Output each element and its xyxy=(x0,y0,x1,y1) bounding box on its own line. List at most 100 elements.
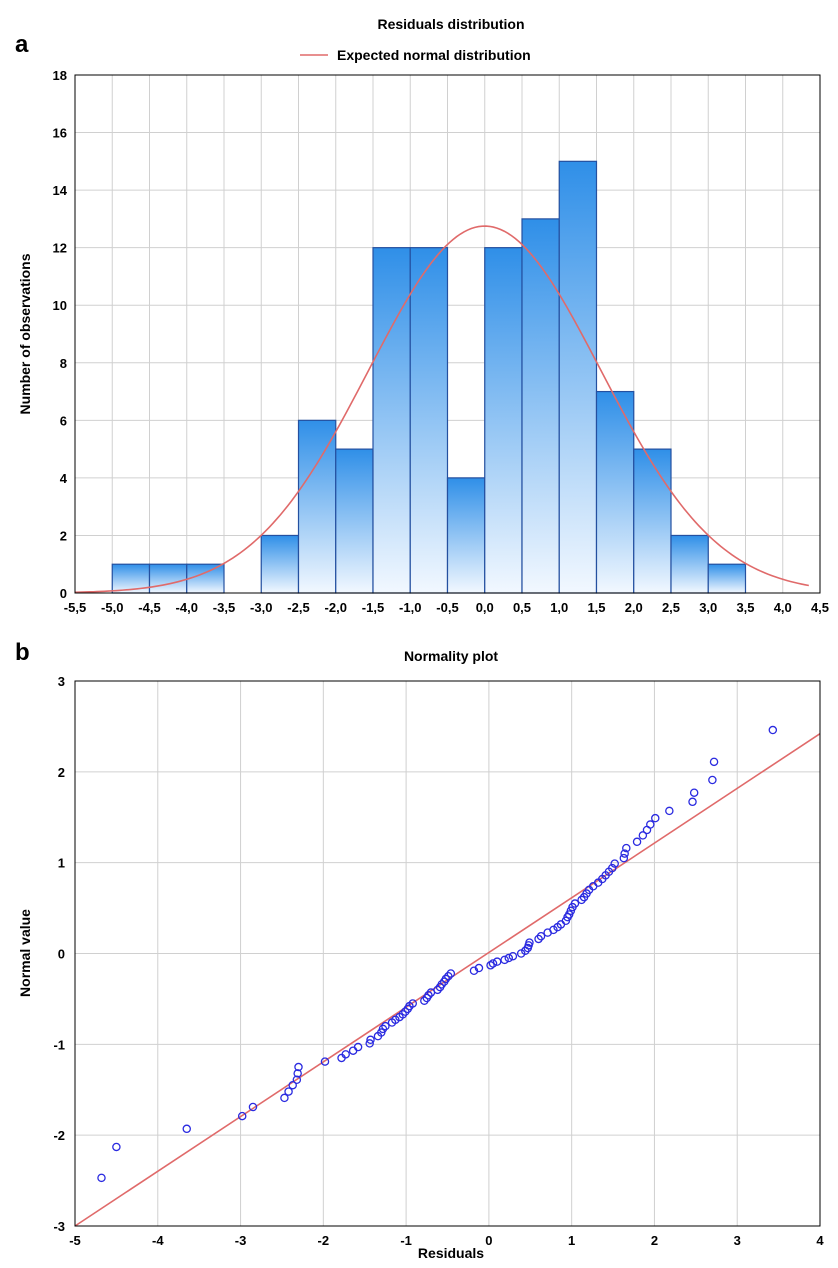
normality-x-tick-label: 0 xyxy=(485,1233,492,1248)
normality-point xyxy=(437,980,446,989)
panel-b-normality-plot: b Normality plot -3 -2 -1 0 1 2 3 -5 -4 -3 -2 -1 0 1… xyxy=(15,639,824,1261)
normality-x-axis-label: Residuals xyxy=(418,1245,484,1261)
normality-point xyxy=(288,1080,297,1090)
histogram-y-tick-label: 10 xyxy=(53,298,67,313)
normality-point xyxy=(534,934,543,944)
histogram-bar xyxy=(670,534,709,594)
histogram-y-tick-label: 6 xyxy=(60,413,67,428)
histogram-x-tick-labels: -5,5 -5,0 -4,5 -4,0 -3,5 -3,0 -2,5 -2,0 -1,5 -1,0… xyxy=(64,600,829,615)
histogram-x-tick-label: -1,0 xyxy=(399,600,421,615)
normality-x-tick-label: -1 xyxy=(400,1233,412,1248)
normality-point xyxy=(708,775,717,785)
histogram-y-tick-labels: 0 2 4 6 8 10 12 14 16 18 xyxy=(53,68,68,601)
normality-point xyxy=(446,969,456,978)
histogram-y-axis-label: Number of observations xyxy=(17,253,33,414)
histogram-bar xyxy=(633,448,672,594)
histogram-y-tick-label: 4 xyxy=(60,471,68,486)
normality-frame xyxy=(74,680,821,1227)
normality-point xyxy=(646,820,655,829)
normality-point xyxy=(293,1069,302,1078)
normality-x-tick-label: -2 xyxy=(318,1233,330,1248)
histogram-bar xyxy=(484,247,523,594)
histogram-x-tick-label: 2,0 xyxy=(625,600,643,615)
normality-point xyxy=(689,788,699,797)
histogram-y-tick-label: 2 xyxy=(60,528,67,543)
histogram-x-tick-label: 1,0 xyxy=(550,600,568,615)
normality-x-tick-label: -5 xyxy=(69,1233,81,1248)
normality-point xyxy=(688,797,697,807)
normality-point xyxy=(444,971,453,981)
normality-points xyxy=(97,725,778,1183)
normality-x-tick-label: 3 xyxy=(734,1233,741,1248)
normality-y-tick-label: -2 xyxy=(53,1128,65,1143)
normality-plot-title: Normality plot xyxy=(404,648,498,664)
normality-point xyxy=(610,859,619,868)
histogram-bars xyxy=(111,160,747,594)
normality-point xyxy=(638,831,648,840)
histogram-x-tick-label: -3,0 xyxy=(250,600,272,615)
histogram-x-tick-label: -4,0 xyxy=(176,600,198,615)
normality-point xyxy=(294,1062,303,1072)
normality-point xyxy=(622,843,631,853)
normality-gridlines xyxy=(75,681,820,1226)
histogram-bar xyxy=(707,563,747,594)
normality-point xyxy=(97,1173,106,1183)
histogram-bar xyxy=(297,419,337,594)
histogram-x-tick-label: 0,0 xyxy=(476,600,494,615)
normality-point xyxy=(182,1124,191,1134)
normality-y-tick-label: -1 xyxy=(53,1037,65,1052)
normality-x-tick-label: -4 xyxy=(152,1233,164,1248)
normality-point xyxy=(474,963,484,973)
histogram-x-tick-label: -3,5 xyxy=(213,600,235,615)
histogram-x-tick-label: 3,5 xyxy=(736,600,754,615)
normality-point xyxy=(488,959,498,968)
histogram-bar xyxy=(595,390,635,594)
histogram-y-tick-label: 18 xyxy=(53,68,67,83)
normality-x-tick-label: -3 xyxy=(235,1233,247,1248)
normality-x-tick-label: 2 xyxy=(651,1233,658,1248)
histogram-y-tick-label: 12 xyxy=(53,241,67,256)
histogram-y-tick-label: 14 xyxy=(53,183,68,198)
normality-point xyxy=(424,991,433,1000)
histogram-x-tick-label: 2,5 xyxy=(662,600,680,615)
normality-point xyxy=(408,999,417,1008)
normality-point xyxy=(525,938,534,947)
legend-label-normal-curve: Expected normal distribution xyxy=(337,47,531,63)
normality-point xyxy=(381,1021,390,1031)
normality-point xyxy=(607,863,617,873)
normality-y-tick-label: 2 xyxy=(58,765,65,780)
normality-x-tick-label: 4 xyxy=(816,1233,824,1248)
histogram-title: Residuals distribution xyxy=(377,16,524,32)
normality-point xyxy=(570,899,580,908)
histogram-bar xyxy=(409,247,449,594)
histogram-x-tick-label: -4,5 xyxy=(138,600,160,615)
normality-point xyxy=(365,1039,374,1048)
histogram-y-tick-label: 0 xyxy=(60,586,67,601)
histogram-x-tick-label: -5,5 xyxy=(64,600,86,615)
normality-point xyxy=(280,1093,289,1103)
normality-point xyxy=(620,849,629,858)
normality-point xyxy=(469,966,479,976)
normality-point xyxy=(341,1050,350,1059)
histogram-x-tick-label: -0,5 xyxy=(436,600,458,615)
normality-point xyxy=(284,1087,293,1096)
normality-point xyxy=(619,853,629,863)
normality-point xyxy=(500,955,509,965)
normality-point xyxy=(508,951,518,961)
normality-point xyxy=(420,996,429,1005)
normality-point xyxy=(112,1142,121,1152)
normality-x-tick-labels: -5 -4 -3 -2 -1 0 1 2 3 4 xyxy=(69,1233,824,1248)
normality-point xyxy=(486,961,495,970)
histogram-bar xyxy=(446,477,486,594)
histogram-x-tick-label: -2,5 xyxy=(287,600,309,615)
histogram-x-tick-label: -1,5 xyxy=(362,600,384,615)
normality-point xyxy=(536,931,546,941)
normality-y-tick-label: 0 xyxy=(58,947,65,962)
normality-point xyxy=(504,953,514,963)
histogram-x-tick-label: -5,0 xyxy=(101,600,123,615)
normality-point xyxy=(398,1010,408,1019)
histogram-bar xyxy=(148,563,188,594)
histogram-x-tick-label: 4,5 xyxy=(811,600,829,615)
histogram-bar xyxy=(335,448,374,594)
